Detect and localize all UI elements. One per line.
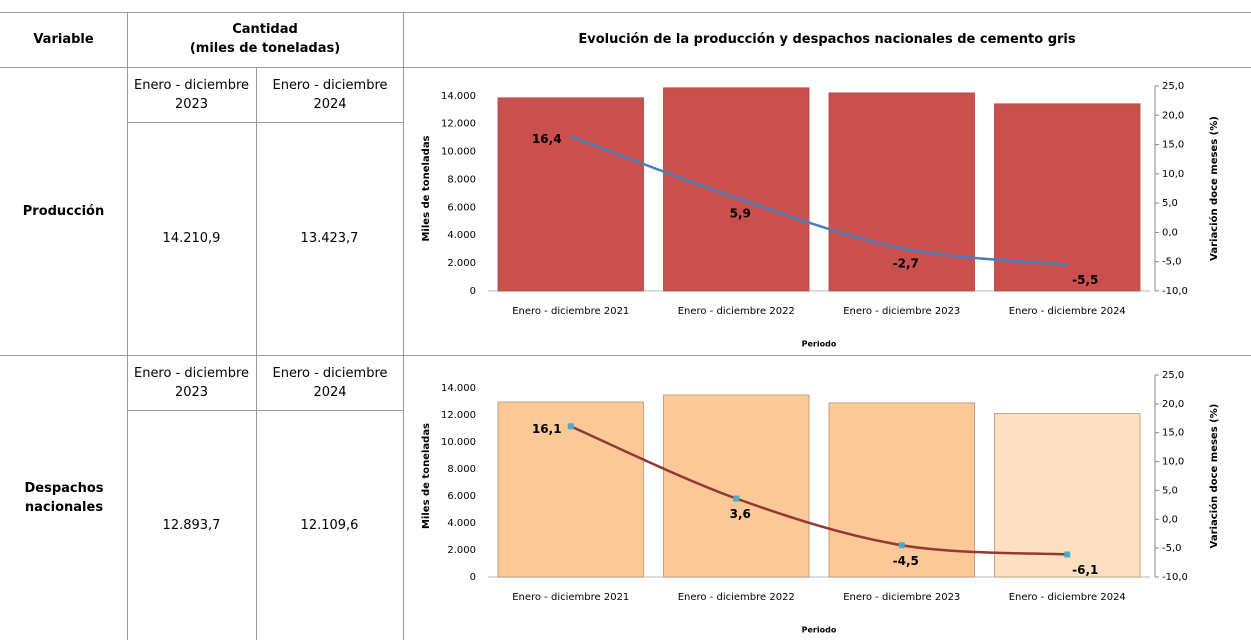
data-label: -2,7 [893,257,919,271]
rule [0,67,1251,68]
y2-tick-label: 10,0 [1162,457,1184,468]
chart: 0 2.000 4.000 6.000 8.000 10.000 12.000 14.000 -… [421,81,1220,349]
line [570,425,1068,556]
y2-tick-label: 10,0 [1162,169,1184,180]
y-tick-label: 10.000 [441,147,476,158]
value-cell: 14.210,9 [162,231,221,246]
x-tick-label: Enero - diciembre 2024 [1009,592,1126,603]
line [570,135,1068,266]
bar [994,413,1141,578]
data-label: -4,5 [893,554,919,568]
header-cell: Evolución de la producción y despachos n… [578,32,1076,47]
y2-tick-label: 0,0 [1162,514,1178,525]
y2-tick-label: -5,0 [1162,257,1182,268]
y2-tick-label: 20,0 [1162,399,1184,410]
x-tick-label: Enero - diciembre 2024 [1009,306,1126,317]
rule [0,355,1251,356]
y-tick-label: 6.000 [447,202,476,213]
y-tick-label: 2.000 [447,258,476,269]
y-tick-label: 4.000 [447,230,476,241]
value-cell: 13.423,7 [300,231,359,246]
y-axis-title: Miles de toneladas [421,135,432,241]
y2-tick-label: 25,0 [1162,81,1184,92]
bar [497,97,644,292]
data-label: 3,6 [730,507,751,521]
row-label: Despachos nacionales [24,480,104,515]
bar [994,103,1141,292]
y-tick-label: 14.000 [441,383,476,394]
bar [828,92,975,292]
rule [127,122,403,123]
y-tick-label: 0 [470,286,476,297]
period-cell: Enero - diciembre 2023 [133,365,249,400]
period-cell: Enero - diciembre 2023 [133,77,249,112]
rule [127,12,128,640]
data-label: 16,4 [532,132,562,146]
header-cell: Cantidad [232,22,298,37]
y2-tick-label: 20,0 [1162,110,1184,121]
marker [1064,551,1071,558]
y2-axis-title: Variación doce meses (%) [1208,116,1220,261]
y2-tick-label: 5,0 [1162,198,1178,209]
rule [403,12,404,640]
value-cell: 12.109,6 [300,517,359,533]
marker [733,495,740,502]
header-cell: Variable [33,32,94,47]
x-tick-label: Enero - diciembre 2021 [512,306,629,317]
data-label: 5,9 [730,206,751,220]
chart: 0 2.000 4.000 6.000 8.000 10.000 12.000 14.000 -… [421,370,1220,635]
x-axis-title: Periodo [802,340,837,349]
data-label: 16,1 [532,422,562,436]
row-label: Producción [22,203,105,219]
y-axis-title: Miles de toneladas [421,423,432,529]
y-tick-label: 12.000 [441,119,476,130]
y2-tick-label: -5,0 [1162,543,1182,554]
y2-tick-label: 5,0 [1162,485,1178,496]
x-tick-label: Enero - diciembre 2023 [843,306,960,317]
rule [256,67,257,640]
y2-tick-label: 25,0 [1162,370,1184,381]
x-tick-label: Enero - diciembre 2023 [843,592,960,603]
data-label: -5,5 [1072,273,1098,287]
bar [497,401,644,578]
y-tick-label: 6.000 [447,491,476,502]
y2-tick-label: 15,0 [1162,428,1184,439]
header-cell: (miles de toneladas) [189,41,341,56]
marker [567,423,574,430]
x-axis-title: Periodo [802,626,837,635]
y-tick-label: 2.000 [447,545,476,556]
y-tick-label: 8.000 [447,174,476,185]
bar [663,394,810,578]
value-cell: 12.893,7 [162,517,221,533]
y2-tick-label: -10,0 [1162,572,1188,583]
x-tick-label: Enero - diciembre 2022 [678,306,795,317]
y2-axis-title: Variación doce meses (%) [1208,404,1220,549]
rule [127,410,403,411]
x-tick-label: Enero - diciembre 2021 [512,592,629,603]
x-tick-label: Enero - diciembre 2022 [678,592,795,603]
y-tick-label: 12.000 [441,410,476,421]
y2-tick-label: 15,0 [1162,140,1184,151]
y-tick-label: 4.000 [447,518,476,529]
rule [0,12,1251,13]
y-tick-label: 0 [470,572,476,583]
y-tick-label: 14.000 [441,91,476,102]
y-tick-label: 10.000 [441,437,476,448]
data-label: -6,1 [1072,563,1098,577]
marker [898,542,905,549]
y2-tick-label: -10,0 [1162,286,1188,297]
period-cell: Enero - diciembre 2024 [272,77,388,112]
bar [663,87,810,292]
y-tick-label: 8.000 [447,464,476,475]
y2-tick-label: 0,0 [1162,227,1178,238]
period-cell: Enero - diciembre 2024 [272,365,388,400]
